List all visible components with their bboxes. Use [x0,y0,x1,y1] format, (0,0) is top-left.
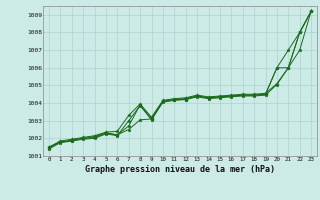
X-axis label: Graphe pression niveau de la mer (hPa): Graphe pression niveau de la mer (hPa) [85,165,275,174]
